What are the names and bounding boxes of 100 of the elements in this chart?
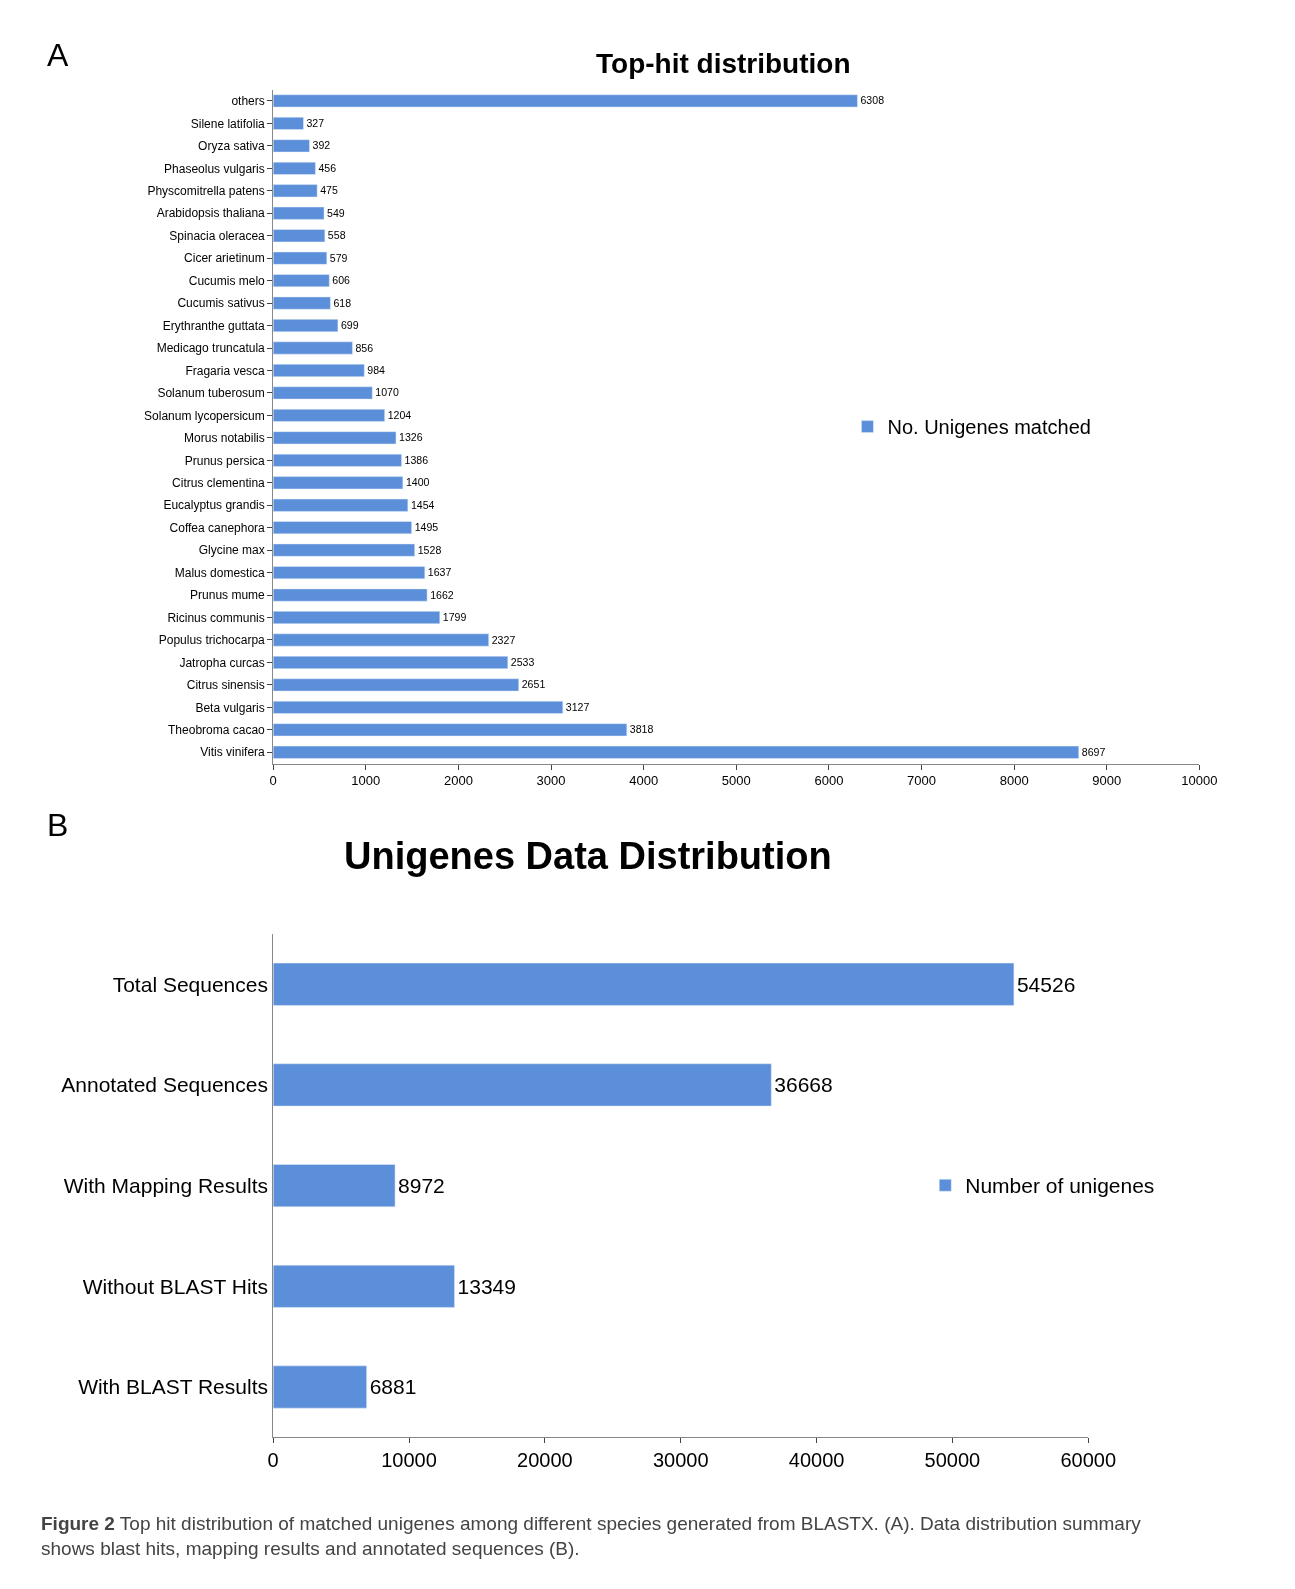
text: B — [47, 807, 69, 843]
y-tick-label: Cucumis melo — [188, 273, 266, 288]
bar — [273, 386, 373, 400]
y-tick-label: Ricinus communis — [167, 610, 265, 625]
bar — [273, 745, 1079, 759]
y-tick-label: Erythranthe guttata — [162, 318, 266, 333]
y-tick-label: Oryza sativa — [198, 139, 266, 154]
bar — [273, 408, 385, 422]
y-tick-label: Annotated Sequences — [61, 1073, 268, 1097]
bar — [273, 341, 353, 355]
data-label: 579 — [329, 251, 348, 264]
data-label: 8697 — [1081, 745, 1106, 758]
bar — [273, 521, 412, 535]
y-tick-label: Citrus sinensis — [186, 678, 265, 693]
data-label: 1454 — [410, 498, 435, 511]
y-tick-label: Cucumis sativus — [177, 296, 265, 311]
bar — [273, 296, 331, 310]
bar — [273, 962, 1015, 1006]
bar — [273, 588, 428, 602]
data-label: 699 — [340, 319, 359, 332]
bar — [273, 1365, 367, 1409]
bar — [273, 566, 426, 580]
bar — [273, 139, 310, 153]
x-tick-label: 20000 — [517, 1449, 573, 1472]
y-tick-label: Populus trichocarpa — [158, 633, 266, 648]
bar — [273, 364, 365, 377]
data-label: 1326 — [399, 431, 423, 444]
x-tick-label: 7000 — [907, 773, 937, 789]
bar — [273, 700, 564, 714]
x-tick-label: 8000 — [999, 773, 1029, 789]
y-tick-label: With BLAST Results — [78, 1375, 268, 1399]
data-label: 1799 — [442, 611, 467, 624]
y-tick-label: Prunus persica — [184, 453, 266, 468]
x-tick-label: 9000 — [1092, 773, 1122, 789]
data-label: 456 — [318, 161, 337, 174]
data-label: 54526 — [1016, 972, 1076, 996]
data-label: 1528 — [417, 543, 442, 556]
bar — [273, 319, 339, 332]
x-tick-label: 0 — [267, 1449, 279, 1472]
data-label: 1637 — [427, 566, 452, 579]
data-label: 618 — [333, 296, 352, 309]
data-label: 1204 — [387, 408, 412, 421]
y-tick-label: Jatropha curcas — [179, 655, 265, 670]
x-tick-label: 2000 — [443, 773, 473, 789]
y-tick-label: Solanum lycopersicum — [144, 408, 265, 423]
legend-label: No. Unigenes matched — [887, 416, 1091, 439]
y-tick-label: Phaseolus vulgaris — [164, 161, 265, 176]
data-label: 3127 — [565, 700, 590, 713]
data-label: 558 — [327, 229, 346, 242]
bar — [273, 498, 409, 512]
y-tick-label: Eucalyptus grandis — [163, 498, 265, 513]
data-label: 1070 — [375, 386, 399, 399]
data-label: 392 — [312, 139, 331, 152]
data-label: 327 — [306, 116, 325, 129]
data-label: 6308 — [860, 94, 885, 107]
y-tick-label: Prunus mume — [190, 588, 266, 603]
bar — [273, 1164, 396, 1208]
y-tick-label: Vitis vinifera — [200, 745, 266, 760]
x-tick-label: 50000 — [924, 1449, 981, 1472]
legend-label: Number of unigenes — [965, 1174, 1155, 1198]
bar — [273, 633, 489, 647]
y-tick-label: With Mapping Results — [63, 1173, 268, 1197]
x-tick-label: 0 — [269, 773, 277, 789]
data-label: 856 — [355, 341, 374, 354]
data-label: 6881 — [369, 1375, 417, 1399]
caption: Figure 2 Top hit distribution of matched unigenes among different species generated from BLASTX. (A). Data distribution summary shows blast hits, mapping results and annotated sequences (B). — [41, 1513, 1142, 1559]
x-tick-label: 10000 — [381, 1449, 437, 1472]
y-tick-label: Fragaria vesca — [185, 363, 266, 378]
text: A — [47, 37, 69, 73]
bar — [273, 476, 404, 490]
data-label: 1662 — [430, 588, 454, 601]
bar — [273, 543, 415, 557]
data-label: 2327 — [491, 633, 516, 646]
x-tick-label: 4000 — [629, 773, 659, 789]
data-label: 36668 — [774, 1073, 833, 1097]
bar — [273, 611, 441, 624]
bar — [273, 656, 509, 669]
y-tick-label: Without BLAST Hits — [82, 1274, 268, 1298]
x-tick-label: 3000 — [536, 773, 566, 789]
data-label: 2533 — [510, 655, 535, 668]
y-tick-label: Beta vulgaris — [195, 700, 265, 715]
y-tick-label: Arabidopsis thaliana — [156, 206, 266, 221]
y-tick-label: others — [231, 94, 265, 109]
x-tick-label: 60000 — [1060, 1449, 1117, 1472]
data-label: 1495 — [414, 521, 439, 534]
y-tick-label: Physcomitrella patens — [147, 183, 265, 198]
x-tick-label: 1000 — [351, 773, 381, 789]
bar — [273, 678, 519, 692]
x-tick-label: 5000 — [721, 773, 751, 789]
x-tick-label: 40000 — [788, 1449, 845, 1472]
y-tick-label: Morus notabilis — [184, 431, 265, 446]
data-label: 606 — [332, 274, 351, 287]
y-tick-label: Spinacia oleracea — [169, 228, 266, 243]
y-tick-label: Solanum tuberosum — [157, 386, 265, 401]
y-tick-label: Cicer arietinum — [184, 251, 265, 266]
data-label: 549 — [327, 206, 345, 219]
data-label: 984 — [367, 363, 386, 376]
bar — [273, 206, 325, 220]
bar — [273, 161, 316, 175]
data-label: 1386 — [404, 453, 429, 466]
